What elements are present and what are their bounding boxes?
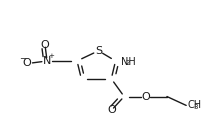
Text: S: S [95, 46, 102, 56]
Text: O: O [41, 40, 49, 50]
Text: O: O [107, 106, 116, 115]
Text: O: O [141, 92, 150, 101]
Text: 3: 3 [194, 104, 198, 110]
Text: +: + [48, 53, 54, 59]
Text: NH: NH [121, 57, 136, 67]
Text: N: N [43, 56, 51, 66]
Text: 2: 2 [126, 60, 130, 66]
Text: −: − [19, 54, 26, 63]
Text: CH: CH [187, 100, 201, 110]
Text: O: O [22, 59, 31, 68]
